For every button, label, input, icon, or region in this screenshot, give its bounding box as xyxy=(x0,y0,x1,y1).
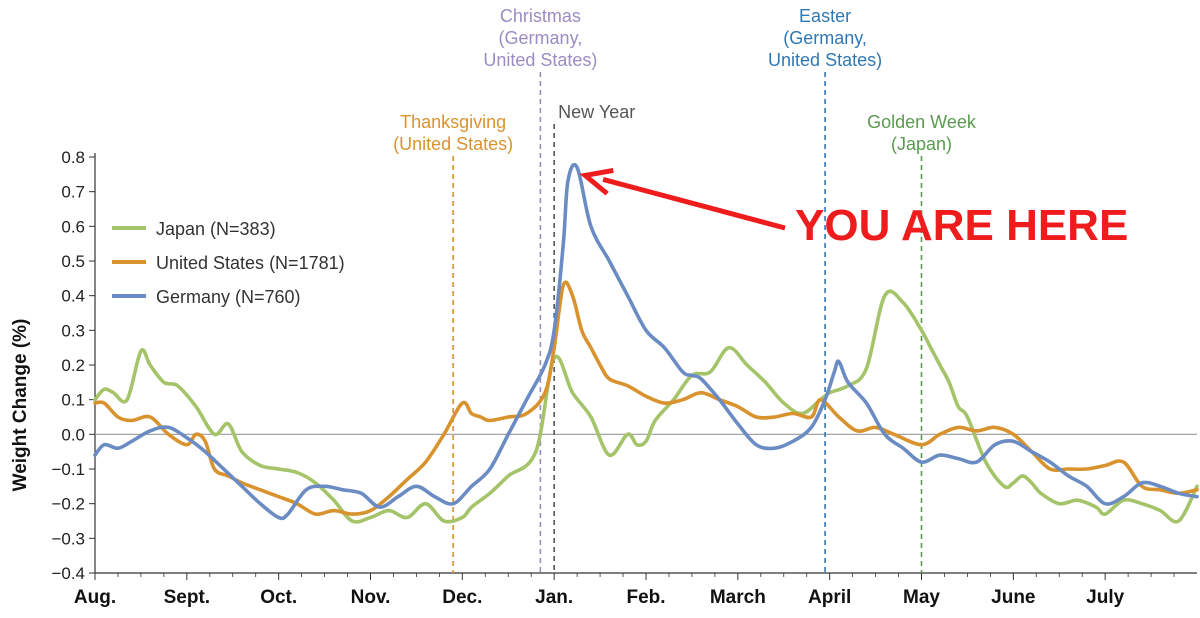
legend-label: United States (N=1781) xyxy=(156,253,345,273)
y-tick-label: 0.2 xyxy=(61,356,85,375)
month-label: June xyxy=(991,587,1035,608)
holiday-markers: Thanksgiving(United States)Christmas(Ger… xyxy=(393,6,977,573)
legend-label: Germany (N=760) xyxy=(156,287,301,307)
y-tick-label: −0.2 xyxy=(51,495,85,514)
event-label: (Japan) xyxy=(891,134,952,154)
legend-label: Japan (N=383) xyxy=(156,219,276,239)
callout-arrow-shaft xyxy=(602,176,786,231)
y-tick-label: 0.6 xyxy=(61,217,85,236)
y-tick-label: 0.0 xyxy=(61,425,85,444)
callout-text: YOU ARE HERE xyxy=(795,201,1128,250)
x-axis: Aug. Sept. Oct. Nov. Dec. Jan. Feb. March April M… xyxy=(74,433,1197,608)
month-label: May xyxy=(903,587,940,608)
month-label: Nov. xyxy=(351,587,391,608)
y-tick-label: −0.3 xyxy=(51,529,85,548)
month-label: Dec. xyxy=(442,587,482,608)
y-tick-label: 0.4 xyxy=(61,287,85,306)
event-label: United States) xyxy=(768,50,882,70)
month-label: Jan. xyxy=(535,587,573,608)
event-label: Christmas xyxy=(500,6,581,26)
event-label: Easter xyxy=(799,6,851,26)
month-label: April xyxy=(808,587,851,608)
month-label: Oct. xyxy=(260,587,297,608)
united-states-line xyxy=(93,280,1199,517)
month-label: Feb. xyxy=(626,587,665,608)
japan-line xyxy=(93,289,1199,524)
event-label: (Germany, xyxy=(499,28,583,48)
you-are-here-callout: YOU ARE HERE xyxy=(579,167,1128,250)
event-label: Golden Week xyxy=(867,112,977,132)
event-label: (United States) xyxy=(393,134,513,154)
germany-line xyxy=(93,162,1199,521)
month-label: Sept. xyxy=(164,587,210,608)
event-label: New Year xyxy=(558,102,635,122)
event-label: Thanksgiving xyxy=(400,112,506,132)
y-axis-label: Weight Change (%) xyxy=(10,319,31,492)
month-label: July xyxy=(1086,587,1124,608)
y-tick-label: 0.1 xyxy=(61,391,85,410)
event-label: United States) xyxy=(483,50,597,70)
callout-arrow-head xyxy=(579,167,614,196)
y-tick-label: 0.7 xyxy=(61,183,85,202)
legend: Japan (N=383) United States (N=1781) Germa… xyxy=(112,219,345,307)
y-tick-label: 0.5 xyxy=(61,252,85,271)
month-label: March xyxy=(710,587,766,608)
y-tick-label: 0.8 xyxy=(61,148,85,167)
series-lines xyxy=(93,162,1199,524)
y-tick-label: −0.4 xyxy=(51,564,85,583)
y-tick-label: 0.3 xyxy=(61,321,85,340)
y-axis-ticks: 0.8 0.7 0.6 0.5 0.4 0.3 0.2 0.1 0.0 −0.1 −0.2 −0.3 −… xyxy=(51,148,96,583)
event-label: (Germany, xyxy=(783,28,867,48)
y-tick-label: −0.1 xyxy=(51,460,85,479)
month-label: Aug. xyxy=(74,587,116,608)
